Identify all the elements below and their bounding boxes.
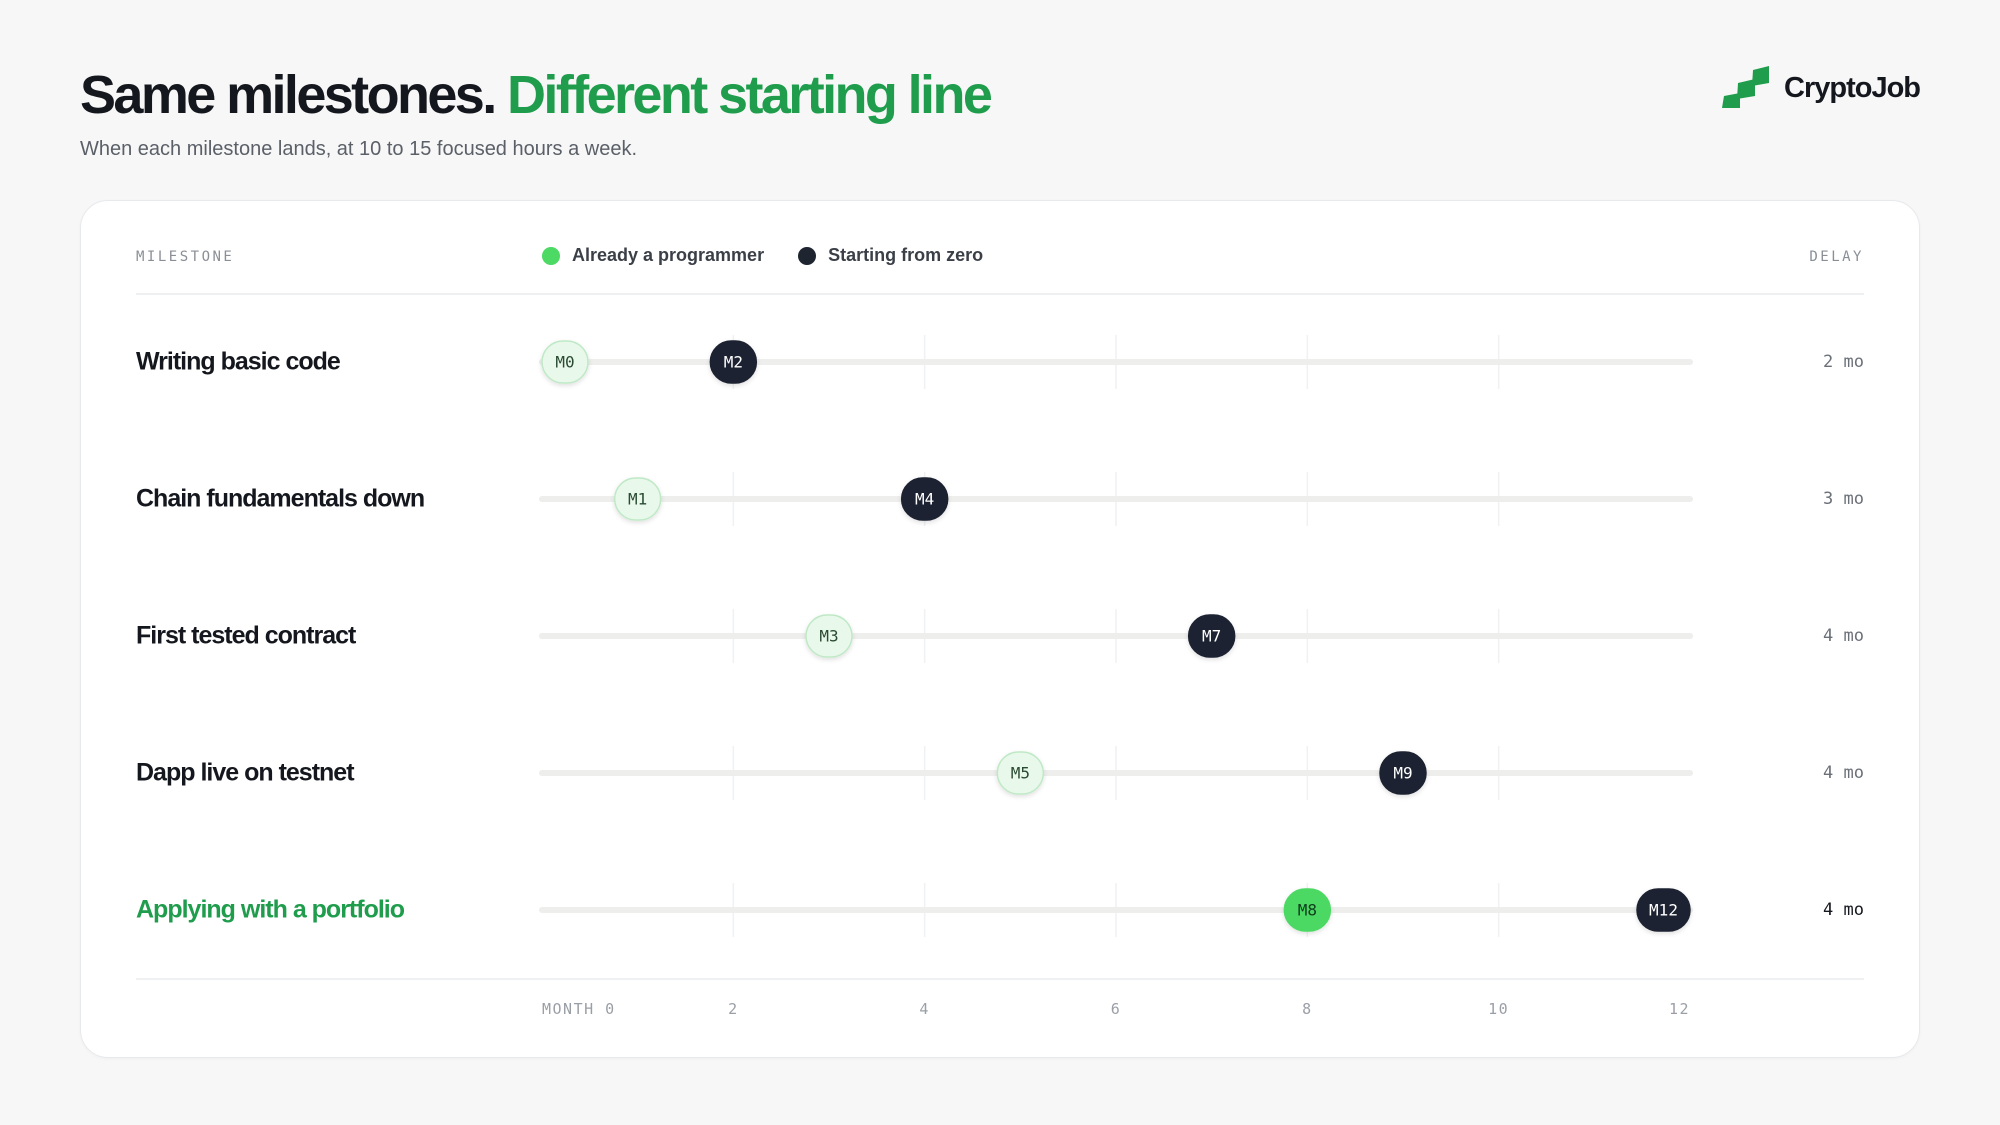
programmer-marker-label: M5: [1011, 764, 1030, 783]
legend-label-programmer: Already a programmer: [572, 245, 765, 265]
zero-marker-label: M2: [724, 353, 743, 372]
legend-label-zero: Starting from zero: [828, 245, 984, 265]
programmer-marker: [996, 751, 1045, 795]
programmer-marker-label: M3: [819, 627, 838, 646]
zero-marker-label: M9: [1393, 764, 1412, 783]
programmer-marker: [613, 477, 662, 521]
header: Same milestones. Different starting line…: [80, 62, 993, 161]
zero-marker: [1187, 614, 1236, 658]
page-title: Same milestones. Different starting line: [80, 62, 993, 128]
x-axis-tick: 6: [1110, 1000, 1122, 1018]
zero-marker: [900, 477, 949, 521]
x-axis-tick: 12: [1668, 1000, 1690, 1018]
dumbbell-plot: M0 M2 M1 M4 M3 M7 M5 M9 M8 M12: [539, 335, 1693, 937]
programmer-marker-label: M1: [628, 490, 647, 509]
milestone-label: Dapp live on testnet: [136, 758, 355, 787]
milestone-label: Applying with a portfolio: [136, 895, 405, 924]
brand-name: CryptoJob: [1784, 71, 1921, 104]
page-subtitle: When each milestone lands, at 10 to 15 f…: [80, 138, 638, 160]
zero-marker: [1379, 751, 1427, 795]
delay-value: 2 mo: [1823, 352, 1864, 372]
legend-item-programmer: Already a programmer: [542, 245, 764, 266]
title-accent: Different starting line: [507, 65, 993, 125]
zero-marker-label: M12: [1649, 901, 1678, 920]
axis-divider: [136, 978, 1864, 980]
milestone-label: Writing basic code: [136, 347, 341, 376]
milestone-label: First tested contract: [136, 621, 356, 650]
stacked-bars-logo-icon: [1722, 66, 1769, 108]
x-axis-tick: 2: [728, 1000, 739, 1018]
zero-marker-label: M4: [915, 490, 934, 509]
legend-dot-zero: [798, 246, 817, 265]
programmer-marker-label: M0: [555, 353, 574, 372]
delay-value: 3 mo: [1823, 489, 1864, 509]
programmer-marker: [1283, 888, 1332, 932]
milestone-column-header: MILESTONE: [136, 249, 235, 265]
zero-marker-label: M7: [1202, 627, 1221, 646]
zero-marker: [709, 340, 758, 384]
x-axis-tick: 8: [1302, 1000, 1313, 1018]
header-divider: [136, 293, 1864, 295]
x-axis-tick: 10: [1488, 1000, 1510, 1018]
programmer-marker: [805, 614, 853, 658]
delay-column-header: DELAY: [1809, 249, 1864, 265]
zero-marker: [1636, 888, 1691, 932]
legend-dot-programmer: [542, 246, 560, 265]
x-axis-tick: MONTH 0: [542, 1000, 616, 1018]
brand: CryptoJob: [1722, 66, 1921, 110]
delay-value: 4 mo: [1823, 900, 1864, 920]
legend-item-zero: Starting from zero: [798, 245, 983, 266]
milestone-label: Chain fundamentals down: [136, 484, 425, 513]
title-main: Same milestones.: [80, 65, 497, 125]
chart-legend: Already a programmer Starting from zero: [542, 245, 983, 266]
programmer-marker: [541, 340, 589, 384]
programmer-marker-label: M8: [1298, 901, 1317, 920]
x-axis-tick: 4: [919, 1000, 930, 1018]
delay-value: 4 mo: [1823, 763, 1864, 783]
timeline-card: MILESTONE Already a programmer Starting …: [80, 200, 1920, 1058]
delay-value: 4 mo: [1823, 626, 1864, 646]
